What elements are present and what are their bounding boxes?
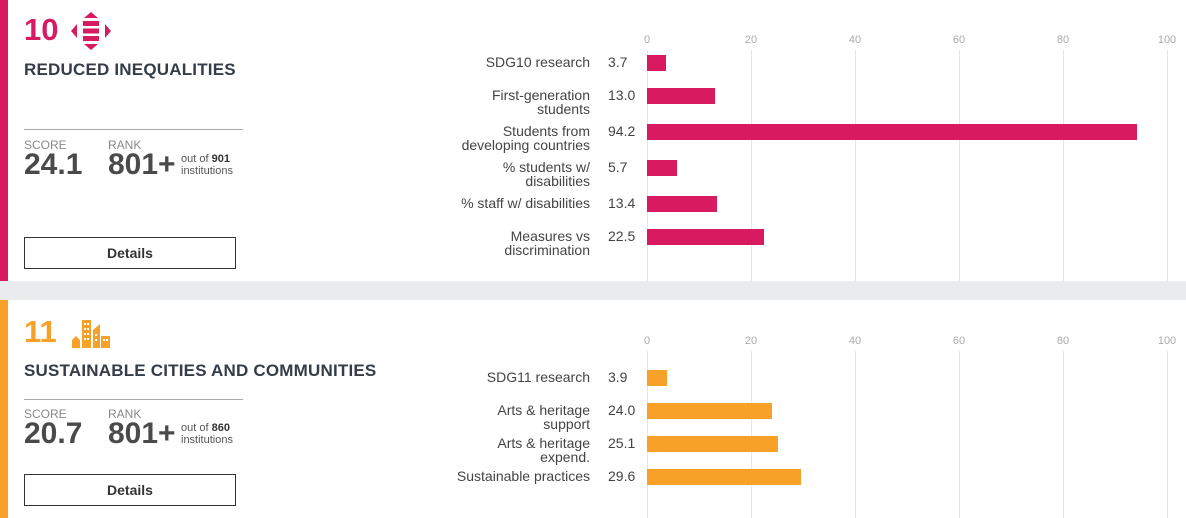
- sdg-number: 10: [24, 12, 59, 47]
- bar: [647, 436, 778, 452]
- out-of-suffix: institutions: [181, 434, 233, 446]
- category-label: % students w/ disabilities: [502, 159, 590, 189]
- divider: [24, 399, 243, 400]
- gridline: [959, 351, 960, 518]
- accent-bar: [0, 0, 8, 281]
- out-of-prefix: out of: [181, 422, 209, 434]
- bar: [647, 55, 667, 71]
- bar: [647, 229, 764, 245]
- gridline: [855, 50, 856, 281]
- gridline: [1167, 351, 1168, 518]
- category-label: % staff w/ disabilities: [461, 195, 590, 211]
- gridline: [751, 50, 752, 281]
- value-label: 13.0: [608, 87, 636, 103]
- institution-count: 901: [211, 153, 230, 165]
- x-tick-label: 40: [848, 335, 862, 347]
- value-label: 3.7: [608, 54, 628, 70]
- score-value: 20.7: [24, 417, 83, 450]
- x-tick-label: 0: [643, 335, 651, 347]
- x-tick-label: 100: [1157, 34, 1177, 46]
- category-label: Sustainable practices: [456, 468, 590, 484]
- category-label: Measures vs discrimination: [504, 228, 590, 258]
- x-tick-label: 20: [744, 34, 758, 46]
- x-tick-label: 0: [643, 34, 651, 46]
- value-label: 29.6: [608, 468, 636, 484]
- value-label: 24.0: [608, 402, 636, 418]
- value-label: 5.7: [608, 159, 628, 175]
- x-tick-label: 80: [1056, 34, 1070, 46]
- rank-out-of: out of 901 institutions: [181, 153, 233, 177]
- category-label: Arts & heritage expend.: [497, 435, 590, 465]
- institution-count: 860: [211, 422, 230, 434]
- bar: [647, 403, 772, 419]
- x-tick-label: 20: [744, 335, 758, 347]
- bar: [647, 196, 717, 212]
- accent-bar: [0, 300, 8, 518]
- gridline: [1063, 50, 1064, 281]
- gridline: [959, 50, 960, 281]
- category-label: SDG11 research: [486, 369, 590, 385]
- sdg-number: 11: [24, 314, 57, 349]
- rank-out-of: out of 860 institutions: [181, 422, 233, 446]
- indicator-chart: 0 20 40 60 80 100 SDG11 research 3.9 Arts & heri…: [0, 300, 1186, 518]
- score-label: SCORE: [24, 138, 67, 152]
- bar: [647, 370, 668, 386]
- rank-value: 801+: [108, 148, 176, 181]
- x-tick-label: 100: [1157, 335, 1177, 347]
- score-label: SCORE: [24, 407, 67, 421]
- value-label: 94.2: [608, 123, 636, 139]
- score-value: 24.1: [24, 148, 83, 181]
- value-label: 3.9: [608, 369, 628, 385]
- x-tick-label: 60: [952, 34, 966, 46]
- details-button[interactable]: Details: [24, 237, 236, 269]
- rank-value: 801+: [108, 417, 176, 450]
- gridline: [751, 351, 752, 518]
- reduced-inequalities-icon: [71, 12, 111, 50]
- category-label: SDG10 research: [485, 54, 590, 70]
- category-label: Arts & heritage support: [497, 402, 590, 432]
- sustainable-cities-icon: [72, 320, 110, 348]
- out-of-prefix: out of: [181, 153, 209, 165]
- category-label: Students from developing countries: [461, 123, 590, 153]
- sdg11-section: 11 SUSTAINABLE CITIES AND COMMUNITIES SC…: [0, 300, 1186, 518]
- gridline: [1063, 351, 1064, 518]
- indicator-chart: 0 20 40 60 80 100 SDG10 research 3.7 First-gener…: [461, 34, 1177, 281]
- bar: [647, 124, 1137, 140]
- category-label: First-generation students: [491, 87, 590, 117]
- details-button[interactable]: Details: [24, 474, 236, 506]
- rank-label: RANK: [108, 407, 142, 421]
- section-title: REDUCED INEQUALITIES: [24, 60, 236, 79]
- x-tick-label: 80: [1056, 335, 1070, 347]
- gridline: [855, 351, 856, 518]
- value-label: 25.1: [608, 435, 636, 451]
- gridline: [647, 351, 648, 518]
- out-of-suffix: institutions: [181, 165, 233, 177]
- bar: [647, 469, 801, 485]
- sdg10-section: 10 REDUCED INEQUALITIES SCORE 24.1 RANK …: [0, 0, 1186, 281]
- divider: [24, 129, 243, 130]
- x-tick-label: 60: [952, 335, 966, 347]
- value-label: 13.4: [608, 195, 636, 211]
- value-label: 22.5: [608, 228, 636, 244]
- gridline: [1167, 50, 1168, 281]
- section-title: SUSTAINABLE CITIES AND COMMUNITIES: [24, 361, 377, 380]
- rank-label: RANK: [108, 138, 142, 152]
- bar: [647, 160, 677, 176]
- x-tick-label: 40: [848, 34, 862, 46]
- bar: [647, 88, 715, 104]
